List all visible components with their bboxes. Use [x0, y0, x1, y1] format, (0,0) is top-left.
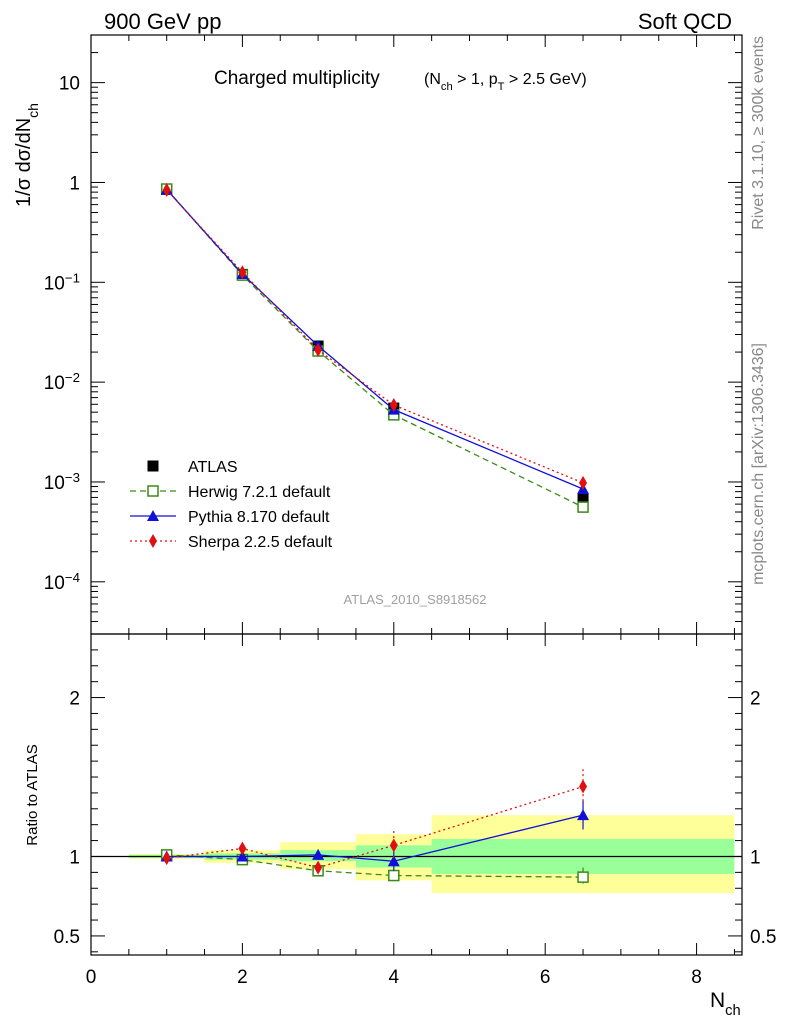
chart-title: Charged multiplicity [214, 68, 380, 89]
y-tick-label: 10−4 [44, 569, 80, 594]
y-tick-label: 10−2 [44, 370, 80, 395]
ratio-y-tick-label: 2 [69, 689, 80, 710]
ratio-point-sherpa-2-2-5-default [389, 838, 398, 853]
ratio-point-sherpa-2-2-5-default [238, 841, 247, 856]
y-tick-label: 10−1 [44, 270, 80, 295]
x-tick-label: 2 [237, 967, 248, 988]
ratio-y-tick-label: 1 [69, 847, 80, 868]
analysis-label: ATLAS_2010_S8918562 [344, 592, 487, 607]
ratio-point-pythia-8-170-default [236, 850, 249, 862]
y-tick-label: 10 [59, 74, 80, 95]
header-right: Soft QCD [638, 9, 732, 34]
legend-label-pythia-8-170-default: Pythia 8.170 default [188, 509, 330, 526]
header-left: 900 GeV pp [104, 9, 221, 34]
data-point-sherpa-2-2-5-default [238, 265, 247, 280]
chart-title-cuts: (Nch > 1, pT > 2.5 GeV) [424, 71, 587, 93]
legend-marker-herwig-7-2-1-default [147, 485, 159, 497]
ratio-point-sherpa-2-2-5-default [579, 779, 588, 794]
ratio-y-axis-label: Ratio to ATLAS [24, 744, 41, 845]
ratio-point-sherpa-2-2-5-default [162, 851, 171, 866]
series-line-pythia-8-170-default [166, 189, 584, 490]
data-point-sherpa-2-2-5-default [579, 475, 588, 490]
ratio-line-sherpa-2-2-5-default [166, 785, 584, 869]
legend-label-sherpa-2-2-5-default: Sherpa 2.2.5 default [188, 534, 333, 551]
ratio-point-pythia-8-170-default [312, 848, 325, 860]
data-point-atlas [577, 493, 589, 505]
ratio-point-sherpa-2-2-5-default [314, 860, 323, 875]
legend-marker-atlas [147, 460, 159, 472]
side-label-top: Rivet 3.1.10, ≥ 300k events [750, 36, 767, 230]
ratio-point-herwig-7-2-1-default [577, 871, 589, 883]
ratio-y-tick-label-right: 2 [750, 689, 761, 710]
legend-label-atlas: ATLAS [188, 459, 238, 476]
ratio-y-tick-label-right: 0.5 [750, 927, 776, 948]
series-line-sherpa-2-2-5-default [166, 189, 584, 484]
legend-marker-sherpa-2-2-5-default [149, 534, 157, 548]
x-tick-label: 0 [86, 967, 97, 988]
y-tick-label: 1 [69, 173, 80, 194]
legend-label-herwig-7-2-1-default: Herwig 7.2.1 default [188, 484, 331, 501]
data-point-sherpa-2-2-5-default [162, 183, 171, 198]
data-point-herwig-7-2-1-default [577, 501, 589, 513]
data-point-sherpa-2-2-5-default [314, 342, 323, 357]
x-tick-label: 6 [540, 967, 551, 988]
legend-marker-pythia-8-170-default [147, 510, 159, 521]
ratio-point-pythia-8-170-default [577, 809, 590, 821]
ratio-plot-frame [90, 633, 743, 956]
ratio-y-tick-label: 0.5 [54, 927, 80, 948]
ratio-point-herwig-7-2-1-default [388, 869, 400, 882]
ratio-y-tick-label-right: 1 [750, 847, 761, 868]
x-tick-label: 4 [389, 967, 400, 988]
data-point-sherpa-2-2-5-default [389, 398, 398, 413]
ratio-point-pythia-8-170-default [387, 855, 400, 867]
y-tick-label: 10−3 [44, 469, 80, 494]
y-axis-label: 1/σ dσ/dNch [13, 103, 41, 207]
x-axis-label: Nch [710, 989, 741, 1019]
x-tick-label: 8 [691, 967, 702, 988]
side-label-bottom: mcplots.cern.ch [arXiv:1306.3436] [750, 343, 767, 585]
